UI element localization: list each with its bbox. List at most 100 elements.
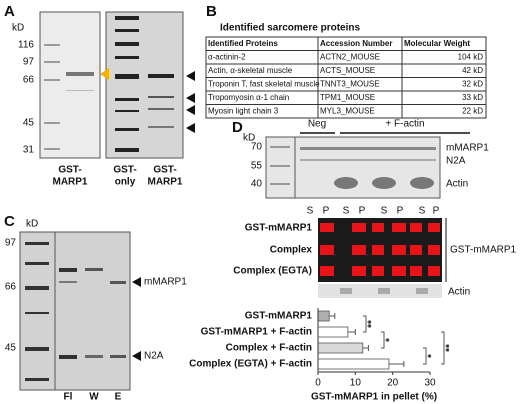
- table-cell: 104 kD: [458, 52, 484, 61]
- fraction-label: S: [307, 206, 314, 217]
- gel: [19, 231, 131, 391]
- table-cell: 42 kD: [462, 66, 483, 75]
- fraction-label: P: [433, 206, 440, 217]
- bar: [317, 342, 364, 354]
- bar: [317, 310, 330, 322]
- significance-label: **: [445, 344, 456, 352]
- table-header: Accession Number: [320, 39, 392, 48]
- error-bar: [362, 345, 369, 351]
- gel: [105, 11, 184, 159]
- lane-label: only: [115, 177, 136, 188]
- table-cell: Troponin T, fast skeletal muscle: [208, 79, 320, 88]
- marker-label: mMARP1: [144, 277, 187, 288]
- group-label: + F-actin: [385, 119, 424, 130]
- group-label: Neg: [308, 119, 326, 130]
- gel-bands: [115, 16, 174, 152]
- gel-bands: [270, 146, 436, 189]
- table-cell: Actin, α-skeletal muscle: [208, 66, 293, 75]
- fraction-label: P: [323, 206, 330, 217]
- ladder-label: 70: [251, 142, 263, 153]
- blot-row-label: GST-mMARP1: [245, 223, 313, 234]
- lane-label: GST-: [58, 165, 81, 176]
- table-cell: TNNT3_MOUSE: [320, 79, 380, 88]
- significance-bracket: [423, 347, 427, 365]
- x-axis-label: GST-mMARP1 in pellet (%): [311, 392, 437, 403]
- table-cell: 32 kD: [462, 79, 483, 88]
- table-header: Molecular Weight: [404, 39, 470, 48]
- x-tick-label: 0: [315, 378, 321, 389]
- blot-bands: [340, 288, 428, 294]
- fraction-label: S: [381, 206, 388, 217]
- lane-label: W: [89, 392, 99, 403]
- blot-row-label: Complex (EGTA): [233, 266, 312, 277]
- table-cell: MYL3_MOUSE: [320, 106, 375, 115]
- lane-label: Fl: [64, 392, 73, 403]
- unit-label: kD: [12, 23, 24, 34]
- category-label: GST-mMARP1 + F-actin: [201, 327, 312, 338]
- significance-bracket: [381, 331, 385, 349]
- bar: [317, 326, 349, 338]
- lane-label: MARP1: [52, 177, 87, 188]
- lane-label: GST-: [113, 165, 136, 176]
- blot-label: Actin: [448, 287, 470, 298]
- lane-label: E: [115, 392, 122, 403]
- significance-label: *: [385, 338, 396, 342]
- significance-label: *: [427, 354, 438, 358]
- significance-bracket: [441, 331, 445, 365]
- marker-label: Actin: [446, 179, 468, 190]
- table-cell: 33 kD: [462, 93, 483, 102]
- fraction-label: P: [359, 206, 366, 217]
- table-cell: ACTS_MOUSE: [320, 66, 375, 75]
- blot-bands: [320, 223, 440, 276]
- x-tick-label: 20: [387, 378, 399, 389]
- marker-label: N2A: [144, 351, 164, 362]
- ladder-label: 66: [23, 75, 35, 86]
- panel-label: C: [4, 213, 15, 230]
- marker-label: N2A: [446, 156, 466, 167]
- table-cell: TPM1_MOUSE: [320, 93, 375, 102]
- gel: [39, 11, 101, 159]
- gel-bands: [25, 242, 126, 381]
- table-cell: 22 kD: [462, 106, 483, 115]
- ladder-label: 40: [251, 179, 263, 190]
- table-header: Identified Proteins: [208, 39, 278, 48]
- ladder-label: 45: [23, 118, 35, 129]
- ladder-label: 45: [5, 343, 17, 354]
- unit-label: kD: [243, 133, 255, 144]
- ladder-label: 55: [251, 161, 263, 172]
- arrowhead: [100, 68, 109, 80]
- ladder-label: 31: [23, 145, 35, 156]
- panel-label: A: [4, 3, 15, 20]
- fraction-label: S: [419, 206, 426, 217]
- significance-label: **: [367, 320, 378, 328]
- category-label: GST-mMARP1: [245, 311, 313, 322]
- bar: [317, 358, 390, 370]
- blot-label: GST-mMARP1: [450, 245, 517, 256]
- table-cell: Tropomyosin α-1 chain: [208, 93, 289, 102]
- marker-label: mMARP1: [446, 143, 489, 154]
- panel-label: B: [206, 3, 217, 20]
- category-label: Complex (EGTA) + F-actin: [189, 359, 312, 370]
- fraction-label: P: [397, 206, 404, 217]
- ladder-label: 116: [18, 40, 34, 51]
- error-bar: [329, 313, 336, 319]
- significance-bracket: [363, 315, 367, 333]
- gel-bands: [44, 44, 94, 150]
- table-title: Identified sarcomere proteins: [220, 23, 360, 34]
- table-cell: Myosin light chain 3: [208, 106, 279, 115]
- lane-label: MARP1: [147, 177, 182, 188]
- fraction-label: S: [343, 206, 350, 217]
- error-bar: [347, 329, 356, 335]
- x-tick-label: 30: [424, 378, 436, 389]
- ladder-label: 66: [5, 282, 17, 293]
- gel: [265, 136, 441, 199]
- arrowheads: [186, 71, 195, 133]
- ladder-label: 97: [5, 238, 17, 249]
- arrowheads: [132, 277, 141, 361]
- unit-label: kD: [26, 219, 38, 230]
- blot-row-label: Complex: [270, 245, 313, 256]
- error-bar: [388, 361, 405, 367]
- category-label: Complex + F-actin: [226, 343, 312, 354]
